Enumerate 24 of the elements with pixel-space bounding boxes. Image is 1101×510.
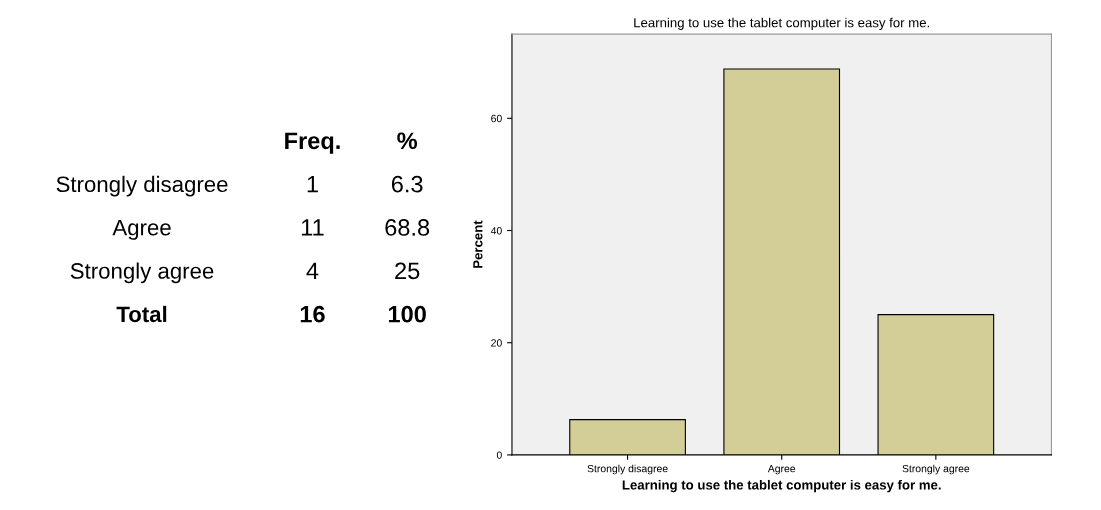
category-label: Strongly disagree [56, 175, 228, 197]
data-label: 100 [388, 305, 426, 323]
data-label: 16 [300, 305, 325, 323]
x-tick-label: Strongly agree [902, 464, 970, 475]
data-label: 6.3 [391, 175, 423, 193]
y-tick-label: 0 [496, 451, 502, 459]
y-tick-label: 20 [491, 339, 502, 347]
legend-label: Freq. [285, 132, 340, 154]
category-label: Agree [112, 219, 171, 240]
x-tick-label: Strongly disagree [587, 464, 668, 475]
chart-title: Learning to use the tablet computer is easy for me. [634, 17, 930, 30]
legend-label: % [397, 132, 418, 150]
category-label: Strongly agree [70, 262, 214, 284]
data-label: 4 [306, 262, 319, 279]
y-tick-label: 40 [490, 227, 502, 235]
category-label: Total [116, 305, 167, 323]
data-label: 1 [307, 176, 318, 193]
y-tick-label: 60 [491, 114, 502, 123]
data-label: 68.8 [385, 219, 430, 236]
data-label: 25 [395, 262, 420, 280]
data-label: 11 [302, 219, 324, 236]
x-tick-label: Agree [767, 465, 796, 475]
y-axis-title: Percent [473, 220, 483, 268]
x-axis-title: Learning to use the tablet computer is easy for me. [622, 479, 941, 493]
